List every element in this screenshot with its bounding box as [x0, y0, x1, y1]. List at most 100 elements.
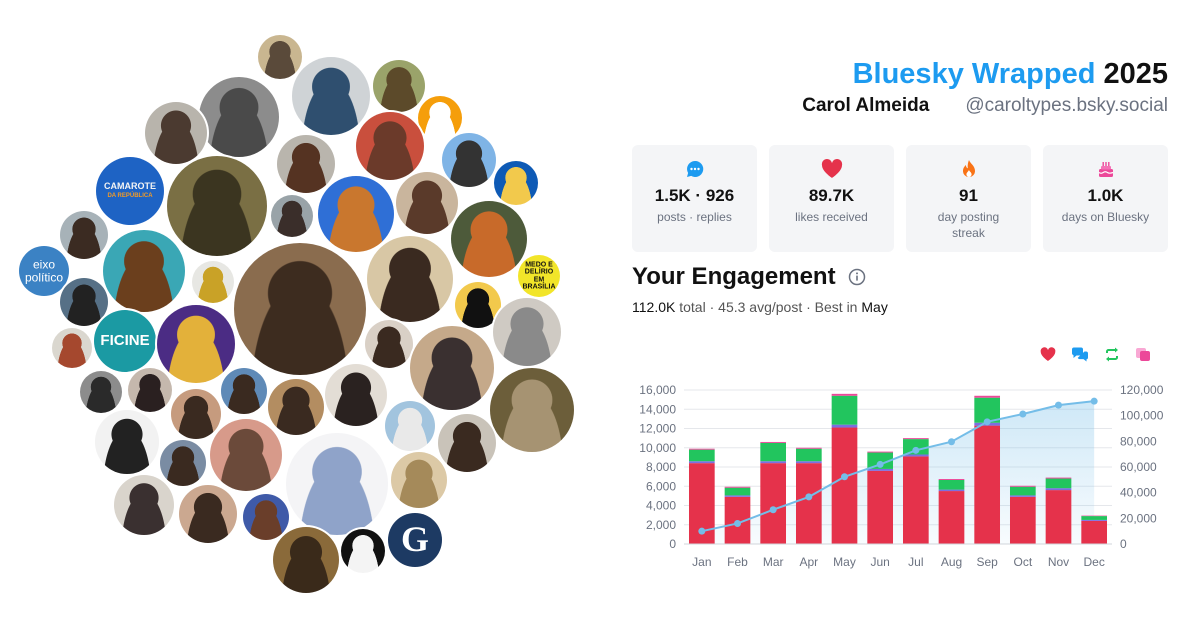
bar-segment[interactable] — [1009, 495, 1036, 497]
bar-segment[interactable] — [795, 447, 822, 449]
avatar-medo: MEDO E DELÍRIO EM BRASÍLIA — [518, 255, 560, 297]
x-tick-label: Mar — [763, 555, 784, 569]
repost-icon[interactable] — [1104, 347, 1120, 362]
reply-icon[interactable] — [1071, 347, 1089, 362]
bar-segment[interactable] — [867, 468, 894, 471]
cumulative-point[interactable] — [769, 506, 777, 514]
avatar — [114, 475, 174, 535]
bar-segment[interactable] — [1045, 488, 1072, 491]
quote-icon[interactable] — [1135, 347, 1151, 362]
bar-segment[interactable] — [795, 463, 822, 544]
bar-segment[interactable] — [867, 470, 894, 544]
avatar — [128, 368, 172, 412]
avatar-guardian: G — [388, 513, 442, 567]
bar-segment[interactable] — [902, 456, 929, 544]
y-tick-label: 16,000 — [639, 383, 676, 397]
bar-segment[interactable] — [1081, 519, 1108, 521]
bar-segment[interactable] — [1045, 478, 1072, 489]
avatar — [192, 261, 234, 303]
cumulative-point[interactable] — [698, 527, 706, 535]
bar-segment[interactable] — [1081, 520, 1108, 544]
bar-segment[interactable] — [688, 449, 715, 462]
x-tick-label: Apr — [799, 555, 818, 569]
heart-icon[interactable] — [1040, 347, 1056, 362]
bar-segment[interactable] — [760, 461, 787, 464]
bar-segment[interactable] — [760, 442, 787, 462]
bar-segment[interactable] — [1009, 496, 1036, 544]
avatar-ficine: FICINE — [94, 310, 156, 372]
bar-segment[interactable] — [724, 495, 751, 497]
bar-segment[interactable] — [1009, 485, 1036, 487]
cake-icon — [1043, 159, 1168, 179]
cumulative-point[interactable] — [948, 438, 955, 446]
bar-segment[interactable] — [760, 463, 787, 544]
avatar — [271, 195, 313, 237]
bar-segment[interactable] — [902, 454, 929, 457]
bar-segment[interactable] — [1045, 490, 1072, 544]
cumulative-point[interactable] — [912, 446, 920, 454]
avatar — [103, 230, 185, 312]
avatar — [234, 243, 366, 375]
y-tick-label: 10,000 — [639, 441, 676, 455]
cumulative-point[interactable] — [1090, 397, 1098, 405]
bar-segment[interactable] — [867, 451, 894, 453]
x-tick-label: Oct — [1013, 555, 1032, 569]
year-title: 2025 — [1103, 58, 1168, 90]
avatar — [286, 433, 388, 535]
avatar-label: FICINE — [100, 332, 150, 350]
bar-segment[interactable] — [760, 441, 787, 443]
bar-segment[interactable] — [974, 425, 1001, 544]
bar-segment[interactable] — [831, 427, 858, 544]
stat-card-likes: 89.7K likes received — [769, 145, 894, 252]
cumulative-point[interactable] — [1055, 401, 1062, 409]
flame-icon — [906, 159, 1031, 179]
avatar — [52, 328, 92, 368]
bar-segment[interactable] — [1081, 516, 1108, 520]
bar-segment[interactable] — [938, 489, 965, 492]
bar-segment[interactable] — [795, 461, 822, 464]
bar-segment[interactable] — [831, 424, 858, 428]
bar-segment[interactable] — [938, 479, 965, 480]
bar-segment[interactable] — [938, 491, 965, 544]
bar-segment[interactable] — [688, 461, 715, 464]
bar-segment[interactable] — [831, 393, 858, 396]
cumulative-point[interactable] — [1019, 410, 1027, 418]
cumulative-point[interactable] — [983, 418, 991, 426]
user-handle: @caroltypes.bsky.social — [965, 95, 1168, 116]
x-tick-label: May — [833, 555, 856, 569]
bar-segment[interactable] — [867, 452, 894, 469]
avatar — [356, 112, 424, 180]
bar-segment[interactable] — [688, 448, 715, 450]
bar-segment[interactable] — [902, 438, 929, 440]
y-tick-label: 2,000 — [646, 518, 676, 532]
user-identity: Carol Almeida @caroltypes.bsky.social — [802, 95, 1168, 117]
bar-segment[interactable] — [902, 439, 929, 455]
avatar — [243, 494, 289, 540]
cumulative-point[interactable] — [805, 493, 813, 501]
best-month: May — [861, 299, 888, 315]
avatar — [273, 527, 339, 593]
avatar — [171, 389, 221, 439]
x-tick-label: Nov — [1048, 555, 1069, 569]
cumulative-point[interactable] — [841, 473, 848, 481]
bar-segment[interactable] — [724, 486, 751, 488]
bar-segment[interactable] — [831, 395, 858, 425]
info-icon[interactable] — [848, 268, 866, 286]
avatar-eixo: eixo político — [19, 246, 69, 296]
bar-segment[interactable] — [1009, 486, 1036, 496]
y2-tick-label: 80,000 — [1120, 434, 1157, 448]
bar-segment[interactable] — [795, 448, 822, 462]
cumulative-point[interactable] — [734, 519, 741, 527]
bar-segment[interactable] — [724, 487, 751, 496]
bar-segment[interactable] — [1045, 477, 1072, 479]
cumulative-point[interactable] — [876, 460, 884, 468]
bar-segment[interactable] — [938, 479, 965, 490]
avatar — [325, 364, 387, 426]
y-tick-label: 4,000 — [646, 499, 676, 513]
x-tick-label: Aug — [941, 555, 962, 569]
avatar — [292, 57, 370, 135]
bar-segment[interactable] — [974, 395, 1001, 398]
display-name: Carol Almeida — [802, 95, 930, 116]
y-tick-label: 0 — [669, 537, 676, 551]
stat-label: day posting streak — [937, 210, 1000, 240]
